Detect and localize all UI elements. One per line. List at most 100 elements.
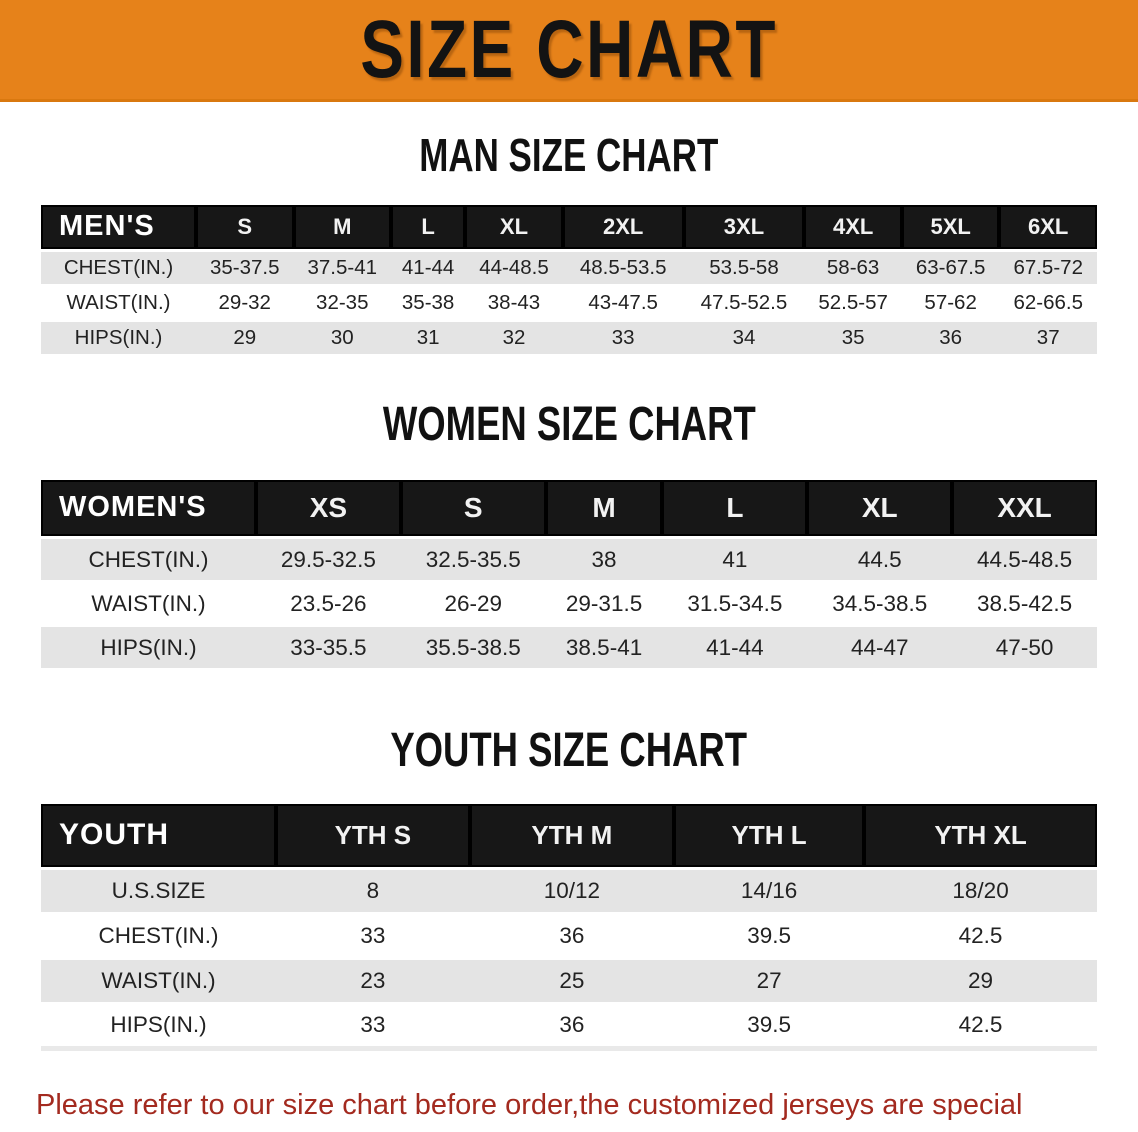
cell-value: 30 bbox=[330, 325, 354, 349]
cell-value: 47-50 bbox=[995, 634, 1054, 660]
cell-value: 36 bbox=[939, 325, 963, 349]
cell-value: 32 bbox=[502, 325, 526, 349]
youth-size-chart-table: YOUTH YTH S YTH M YTH L YTH XL U.S.SIZE 8 10/12… bbox=[41, 804, 1097, 1051]
cell-value: 35-38 bbox=[401, 290, 455, 314]
cell-value: 34 bbox=[732, 325, 756, 349]
row-label: HIPS(IN.) bbox=[100, 634, 197, 660]
cell-value: 38-43 bbox=[487, 290, 541, 314]
women-section-heading-text: WOMEN SIZE CHART bbox=[382, 397, 756, 451]
cell-value: 27 bbox=[756, 967, 782, 993]
cell-value: 38.5-41 bbox=[565, 634, 643, 660]
table-row: CHEST(IN.) 29.5-32.5 32.5-35.5 38 41 44.5 44.5… bbox=[41, 537, 1097, 582]
column-header: 3XL bbox=[683, 205, 805, 250]
cell-value: 53.5-58 bbox=[709, 255, 779, 279]
women-size-chart: WOMEN'S XS S M L XL XXL CHEST(IN.) 29.5-32.5 32.5… bbox=[41, 479, 1097, 672]
row-label: CHEST(IN.) bbox=[88, 546, 209, 572]
row-label: WAIST(IN.) bbox=[66, 290, 171, 314]
cell-value: 42.5 bbox=[958, 922, 1003, 948]
table-row: CHEST(IN.) 35-37.5 37.5-41 41-44 44-48.5 48.5… bbox=[41, 250, 1097, 285]
cell-value: 31 bbox=[416, 325, 440, 349]
table-row: WAIST(IN.) 23 25 27 29 bbox=[41, 958, 1097, 1003]
cell-value: 31.5-34.5 bbox=[687, 590, 783, 616]
cell-value: 38 bbox=[591, 546, 617, 572]
cell-value: 32.5-35.5 bbox=[425, 546, 521, 572]
cell-value: 34.5-38.5 bbox=[832, 590, 928, 616]
column-header: M bbox=[293, 205, 392, 250]
cell-value: 58-63 bbox=[826, 255, 880, 279]
row-label: CHEST(IN.) bbox=[63, 255, 174, 279]
column-header: S bbox=[196, 205, 294, 250]
table-header-label: WOMEN'S bbox=[41, 479, 256, 538]
cell-value: 41-44 bbox=[401, 255, 455, 279]
cell-value: 33 bbox=[611, 325, 635, 349]
cell-value: 29 bbox=[233, 325, 257, 349]
column-header: YTH XL bbox=[864, 804, 1097, 868]
cell-value: 23.5-26 bbox=[290, 590, 367, 616]
women-section-heading: WOMEN SIZE CHART bbox=[0, 397, 1138, 452]
column-header: 5XL bbox=[901, 205, 1000, 250]
table-row: CHEST(IN.) 33 36 39.5 42.5 bbox=[41, 913, 1097, 958]
cell-value: 37.5-41 bbox=[307, 255, 378, 279]
cell-value: 39.5 bbox=[747, 922, 791, 948]
cell-value: 29.5-32.5 bbox=[280, 546, 376, 572]
disclaimer-note: Please refer to our size chart before or… bbox=[0, 1081, 1138, 1132]
cell-value: 41-44 bbox=[706, 634, 764, 660]
table-row: HIPS(IN.) 33-35.5 35.5-38.5 38.5-41 41-44 44-… bbox=[41, 625, 1097, 670]
cell-value: 29 bbox=[968, 967, 994, 993]
cell-value: 36 bbox=[559, 1012, 585, 1037]
cell-value: 25 bbox=[559, 967, 585, 993]
youth-size-chart: YOUTH YTH S YTH M YTH L YTH XL U.S.SIZE 8 10/12… bbox=[41, 804, 1097, 1051]
table-row: WAIST(IN.) 23.5-26 26-29 29-31.5 31.5-34.5 34… bbox=[41, 581, 1097, 626]
cell-value: 35-37.5 bbox=[209, 255, 280, 279]
cell-value: 43-47.5 bbox=[588, 290, 658, 314]
cell-value: 44.5 bbox=[857, 546, 902, 572]
column-header: YTH M bbox=[469, 804, 675, 868]
cell-value: 44-47 bbox=[850, 634, 909, 660]
column-header: XL bbox=[807, 479, 953, 538]
row-label: WAIST(IN.) bbox=[91, 590, 206, 616]
cell-value: 33 bbox=[360, 1012, 386, 1037]
cell-value: 33 bbox=[360, 922, 386, 948]
cell-value: 36 bbox=[559, 922, 585, 948]
cell-value: 35 bbox=[841, 325, 865, 349]
table-row: WAIST(IN.) 29-32 32-35 35-38 38-43 43-47.5 47.… bbox=[41, 285, 1097, 320]
table-row: HIPS(IN.) 29 30 31 32 33 34 35 36 37 bbox=[41, 320, 1097, 355]
banner-title: SIZE CHART bbox=[360, 3, 778, 95]
cell-value: 52.5-57 bbox=[818, 290, 888, 314]
cell-value: 37 bbox=[1036, 325, 1060, 349]
row-label: CHEST(IN.) bbox=[98, 922, 219, 948]
table-header-label: MEN'S bbox=[41, 205, 196, 250]
youth-section-heading: YOUTH SIZE CHART bbox=[0, 723, 1138, 778]
cell-value: 8 bbox=[366, 877, 380, 903]
man-section-heading-text: MAN SIZE CHART bbox=[419, 129, 719, 181]
cell-value: 57-62 bbox=[924, 290, 977, 314]
cell-value: 47.5-52.5 bbox=[700, 290, 788, 314]
column-header: L bbox=[391, 205, 466, 250]
cell-value: 67.5-72 bbox=[1013, 255, 1083, 279]
table-header-row: YOUTH YTH S YTH M YTH L YTH XL bbox=[41, 804, 1097, 868]
table-header-row: MEN'S S M L XL 2XL 3XL 4XL 5XL 6XL bbox=[41, 205, 1097, 250]
cell-value: 18/20 bbox=[952, 877, 1009, 903]
cell-value: 33-35.5 bbox=[290, 634, 367, 660]
column-header: XL bbox=[465, 205, 563, 250]
cell-value: 39.5 bbox=[747, 1012, 791, 1037]
cell-value: 35.5-38.5 bbox=[425, 634, 521, 660]
cell-value: 48.5-53.5 bbox=[579, 255, 667, 279]
column-header: YTH S bbox=[276, 804, 470, 868]
cell-value: 38.5-42.5 bbox=[977, 590, 1073, 616]
banner: SIZE CHART bbox=[0, 0, 1138, 102]
column-header: L bbox=[662, 479, 808, 538]
column-header: YTH L bbox=[674, 804, 865, 868]
column-header: 2XL bbox=[562, 205, 684, 250]
row-label: WAIST(IN.) bbox=[101, 967, 216, 993]
cell-value: 44-48.5 bbox=[479, 255, 549, 279]
column-header: XXL bbox=[952, 479, 1097, 538]
youth-section-heading-text: YOUTH SIZE CHART bbox=[390, 724, 748, 777]
cell-value: 29-31.5 bbox=[565, 590, 643, 616]
cell-value: 44.5-48.5 bbox=[977, 546, 1073, 572]
cell-value: 62-66.5 bbox=[1013, 290, 1083, 314]
disclaimer-line-1: Please refer to our size chart before or… bbox=[36, 1088, 1023, 1121]
column-header: 6XL bbox=[999, 205, 1097, 250]
cell-value: 14/16 bbox=[740, 877, 798, 903]
